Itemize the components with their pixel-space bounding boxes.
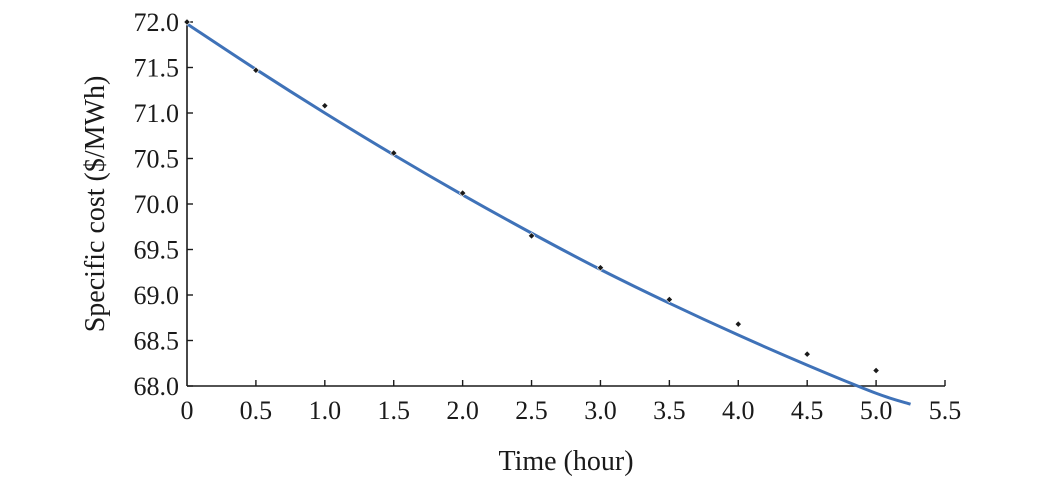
data-point: [183, 18, 191, 26]
y-tick-label: 68.0: [134, 372, 180, 401]
data-point: [665, 295, 673, 304]
x-tick-label: 4.0: [722, 396, 755, 425]
x-tick-label: 3.0: [584, 396, 617, 425]
x-tick-label: 3.5: [653, 396, 686, 425]
y-tick-label: 70.5: [134, 145, 180, 174]
x-axis-ticks: 0 0.5 1.0 1.5 2.0 2.5 3.0 3.5 4.0 4.5 5.0 5.5: [181, 380, 962, 425]
x-tick-label: 1.0: [309, 396, 342, 425]
y-tick-label: 70.0: [134, 190, 180, 219]
y-tick-label: 71.5: [134, 54, 180, 83]
y-axis-ticks: 68.0 68.5 69.0 69.5 70.0 70.5 71.0 71.5 72.0: [134, 8, 193, 401]
y-tick-label: 68.5: [134, 327, 180, 356]
data-point: [252, 66, 260, 74]
x-tick-label: 5.0: [860, 396, 893, 425]
data-point: [803, 350, 811, 358]
plot-area: 0 0.5 1.0 1.5 2.0 2.5 3.0 3.5 4.0 4.5 5.0 5.5 68.06…: [134, 8, 962, 425]
x-tick-label: 0.5: [240, 396, 273, 425]
x-tick-label: 2.0: [446, 396, 479, 425]
data-point: [459, 189, 467, 197]
y-tick-label: 72.0: [134, 8, 180, 37]
x-tick-label: 4.5: [791, 396, 824, 425]
y-tick-label: 69.5: [134, 236, 180, 265]
data-point: [321, 102, 329, 110]
fitted-curve-line: [186, 22, 912, 406]
data-point: [527, 232, 536, 240]
data-point: [872, 366, 880, 375]
data-points: [183, 18, 880, 375]
y-tick-label: 71.0: [134, 99, 180, 128]
y-axis-label: Specific cost ($/MWh): [80, 76, 111, 333]
y-tick-label: 69.0: [134, 281, 180, 310]
data-point: [596, 264, 605, 272]
data-point: [390, 149, 398, 157]
x-axis-label: Time (hour): [498, 446, 633, 477]
x-tick-label: 5.5: [929, 396, 962, 425]
x-tick-label: 2.5: [515, 396, 548, 425]
data-point: [734, 320, 742, 328]
x-tick-label: 1.5: [377, 396, 410, 425]
x-tick-label: 0: [181, 396, 194, 425]
